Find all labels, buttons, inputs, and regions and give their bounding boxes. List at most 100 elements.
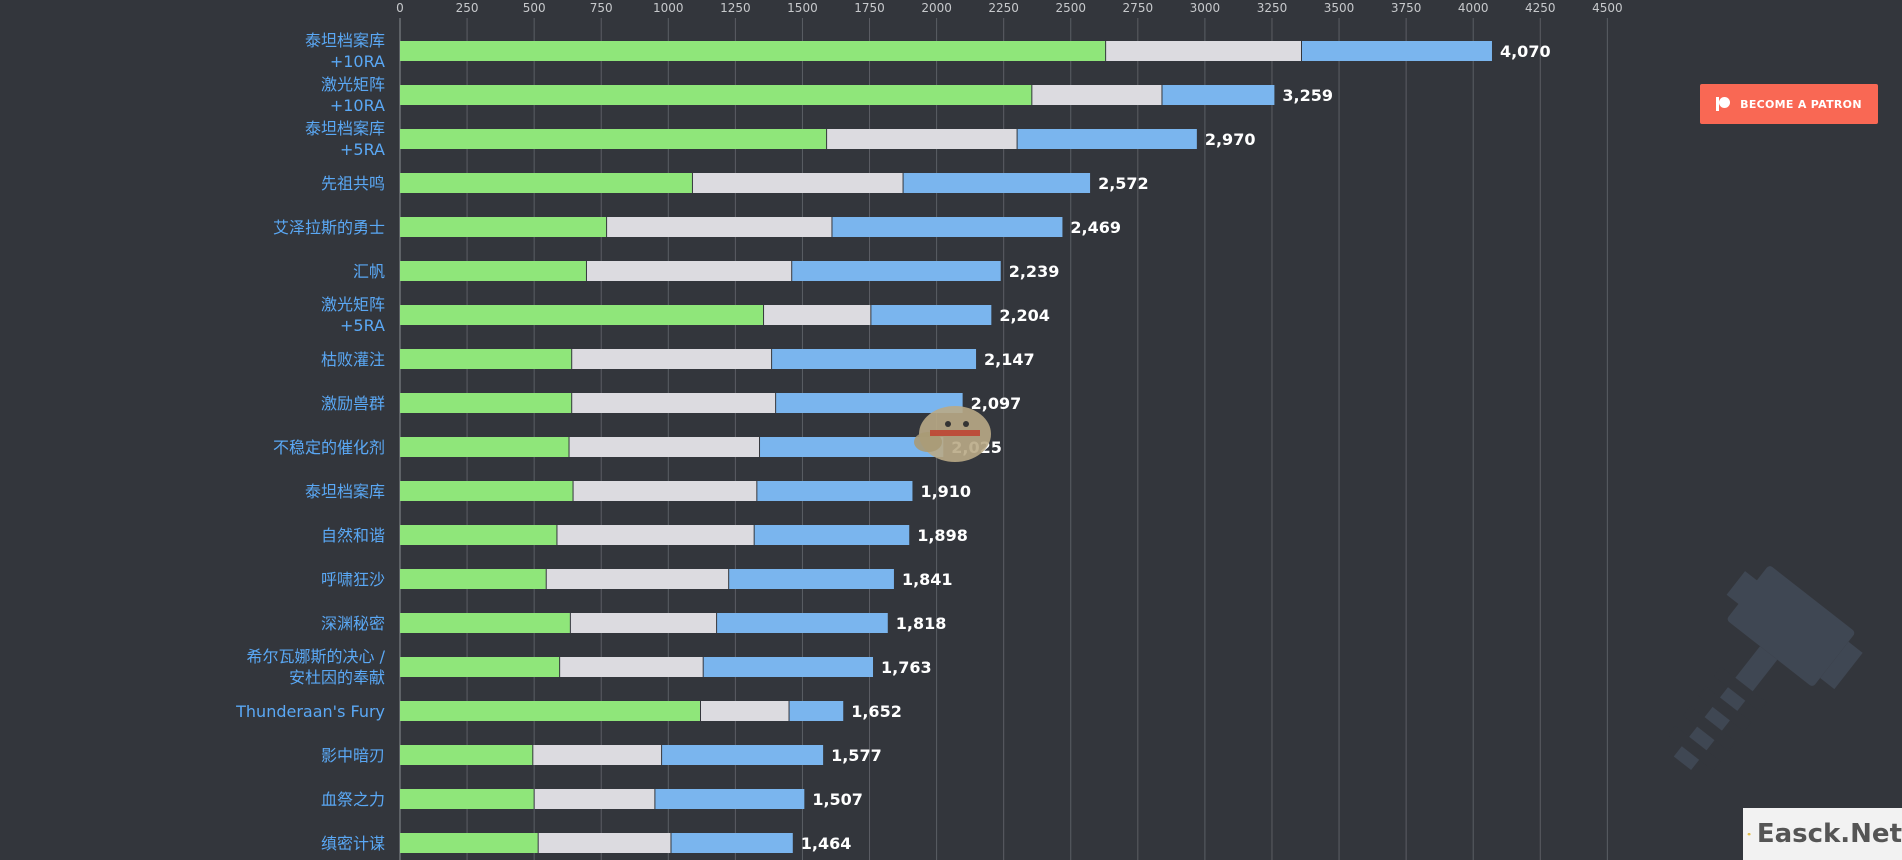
bar-segment-1[interactable] <box>400 745 533 765</box>
bar-segment-3[interactable] <box>1161 85 1275 105</box>
bar-segment-2[interactable] <box>559 657 704 677</box>
bar-segment-3[interactable] <box>1017 129 1197 149</box>
category-label[interactable]: 泰坦档案库 <box>305 482 385 501</box>
bar-segment-2[interactable] <box>570 613 717 633</box>
total-label: 2,147 <box>984 350 1035 369</box>
bar-segment-3[interactable] <box>754 525 910 545</box>
bar-segment-3[interactable] <box>1301 41 1492 61</box>
category-label[interactable]: Thunderaan's Fury <box>235 702 385 721</box>
category-label[interactable]: 泰坦档案库+5RA <box>305 119 385 159</box>
bar-segment-3[interactable] <box>654 789 805 809</box>
bar-segment-3[interactable] <box>756 481 913 501</box>
bar-segment-2[interactable] <box>1105 41 1302 61</box>
bar-segment-1[interactable] <box>400 833 539 853</box>
category-label[interactable]: 深渊秘密 <box>321 614 385 633</box>
bar-segment-3[interactable] <box>771 349 977 369</box>
category-label[interactable]: 自然和谐 <box>321 526 385 545</box>
category-label[interactable]: 血祭之力 <box>321 790 385 809</box>
bar-segment-1[interactable] <box>400 85 1032 105</box>
total-label: 1,507 <box>812 790 863 809</box>
bar-segment-3[interactable] <box>831 217 1063 237</box>
total-label: 1,910 <box>920 482 971 501</box>
bar-segment-2[interactable] <box>538 833 671 853</box>
bar-segment-2[interactable] <box>546 569 729 589</box>
x-tick-label: 500 <box>523 1 546 15</box>
bar-segment-1[interactable] <box>400 657 560 677</box>
bar-segment-2[interactable] <box>692 173 904 193</box>
category-label[interactable]: 汇帆 <box>353 262 385 281</box>
bar-segment-3[interactable] <box>791 261 1001 281</box>
total-label: 1,464 <box>801 834 852 853</box>
bar-segment-1[interactable] <box>400 41 1106 61</box>
category-label[interactable]: 先祖共鸣 <box>321 174 385 193</box>
bar-segment-1[interactable] <box>400 789 535 809</box>
bar-segment-1[interactable] <box>400 349 572 369</box>
x-tick-label: 3000 <box>1190 1 1221 15</box>
bar-segment-1[interactable] <box>400 173 693 193</box>
total-label: 2,572 <box>1098 174 1149 193</box>
bar-segment-2[interactable] <box>534 789 655 809</box>
bar-segment-3[interactable] <box>703 657 874 677</box>
bar-segment-1[interactable] <box>400 569 547 589</box>
category-label[interactable]: 影中暗刃 <box>321 746 385 765</box>
bar-segment-2[interactable] <box>571 349 772 369</box>
bar-segment-1[interactable] <box>400 701 701 721</box>
bar-segment-2[interactable] <box>556 525 755 545</box>
bar-segment-1[interactable] <box>400 129 827 149</box>
bar-segment-1[interactable] <box>400 437 570 457</box>
bar-segment-2[interactable] <box>763 305 871 325</box>
total-label: 1,652 <box>851 702 902 721</box>
patreon-icon <box>1716 97 1731 111</box>
bar-segment-3[interactable] <box>775 393 963 413</box>
bar-segment-3[interactable] <box>870 305 992 325</box>
bar-segment-3[interactable] <box>759 437 944 457</box>
hammer-watermark-icon <box>1667 566 1863 771</box>
category-label[interactable]: 缜密计谋 <box>321 834 385 853</box>
become-a-patron-button[interactable]: BECOME A PATRON <box>1700 84 1878 124</box>
bar-segment-3[interactable] <box>716 613 888 633</box>
mascot-logo-icon <box>1747 832 1751 836</box>
total-label: 2,097 <box>971 394 1022 413</box>
total-label: 1,577 <box>831 746 882 765</box>
bar-segment-1[interactable] <box>400 305 764 325</box>
category-label[interactable]: 激光矩阵+10RA <box>321 75 385 115</box>
category-label[interactable]: 呼啸狂沙 <box>321 570 385 589</box>
bar-segment-3[interactable] <box>670 833 793 853</box>
total-label: 4,070 <box>1500 42 1551 61</box>
category-label[interactable]: 希尔瓦娜斯的决心 /安杜因的奉献 <box>247 647 386 687</box>
bar-segment-1[interactable] <box>400 261 587 281</box>
bar-segment-2[interactable] <box>606 217 832 237</box>
total-label: 1,763 <box>881 658 932 677</box>
brand-watermark: Easck.Net <box>1743 808 1902 860</box>
bar-segment-3[interactable] <box>661 745 824 765</box>
bar-segment-1[interactable] <box>400 613 571 633</box>
bar-segment-1[interactable] <box>400 393 572 413</box>
bar-segment-2[interactable] <box>1031 85 1162 105</box>
category-label[interactable]: 不稳定的催化剂 <box>273 438 385 457</box>
bar-segment-3[interactable] <box>789 701 844 721</box>
bar-segment-2[interactable] <box>569 437 760 457</box>
bar-segment-2[interactable] <box>700 701 790 721</box>
x-tick-label: 4000 <box>1458 1 1489 15</box>
bar-segment-3[interactable] <box>728 569 894 589</box>
x-tick-label: 3250 <box>1257 1 1288 15</box>
category-label[interactable]: 激励兽群 <box>321 394 385 413</box>
category-label[interactable]: 艾泽拉斯的勇士 <box>273 218 385 237</box>
bar-segment-1[interactable] <box>400 525 557 545</box>
bar-segment-2[interactable] <box>573 481 757 501</box>
bar-segment-1[interactable] <box>400 217 607 237</box>
bar-segment-2[interactable] <box>586 261 792 281</box>
category-label[interactable]: 枯败灌注 <box>321 350 385 369</box>
bar-segment-2[interactable] <box>826 129 1018 149</box>
bar-segment-2[interactable] <box>571 393 776 413</box>
bar-segment-2[interactable] <box>532 745 662 765</box>
x-axis-ticks: 0 250 500 750 1000 1250 1500 1750 2000 2250 2500 27… <box>396 1 1622 15</box>
category-label[interactable]: 激光矩阵+5RA <box>321 295 385 335</box>
bar-segment-3[interactable] <box>903 173 1091 193</box>
bar-segment-1[interactable] <box>400 481 574 501</box>
category-label[interactable]: 泰坦档案库+10RA <box>305 31 385 71</box>
total-label: 2,204 <box>999 306 1050 325</box>
total-label: 1,898 <box>917 526 968 545</box>
